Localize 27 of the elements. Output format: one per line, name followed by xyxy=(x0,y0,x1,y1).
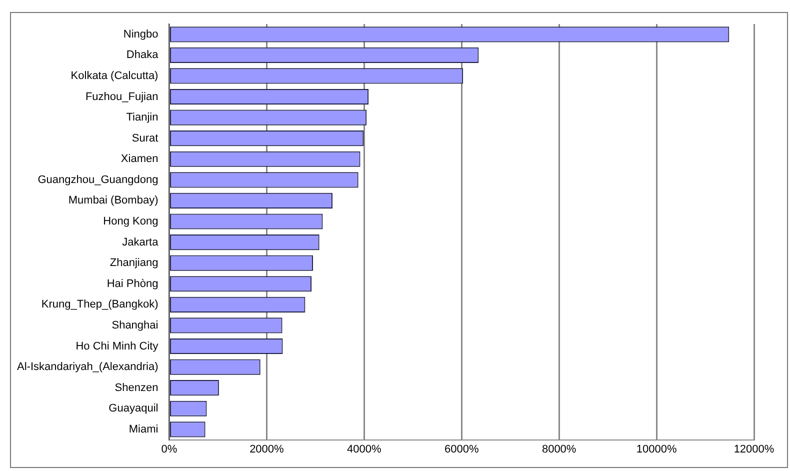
y-tick-label: Ho Chi Minh City xyxy=(76,340,159,352)
x-tick-label: 2000% xyxy=(250,443,284,456)
y-tick-label: Al-Iskandariyah_(Alexandria) xyxy=(17,361,158,374)
y-tick-label: Mumbai (Bombay) xyxy=(68,194,158,207)
y-tick-label: Shanghai xyxy=(112,319,158,332)
y-tick-label: Jakarta xyxy=(122,236,160,248)
y-tick-label: Guangzhou_Guangdong xyxy=(38,174,158,186)
x-tick-label: 6000% xyxy=(444,443,479,456)
x-tick-label: 8000% xyxy=(542,443,576,456)
x-tick-label: 4000% xyxy=(347,443,382,456)
y-tick-label: Hai Phòng xyxy=(106,278,158,290)
y-tick-label: Krung_Thep_(Bangkok) xyxy=(41,298,158,311)
x-tick-label: 12000% xyxy=(734,443,774,456)
y-tick-label: Ningbo xyxy=(123,28,158,40)
y-tick-label: Kolkata (Calcutta) xyxy=(70,70,158,82)
x-tick-label: 10000% xyxy=(636,443,677,456)
y-tick-label: Fuzhou_Fujian xyxy=(85,90,158,103)
y-tick-label: Dhaka xyxy=(126,49,160,62)
y-tick-label: Xiamen xyxy=(120,153,158,166)
y-tick-label: Miami xyxy=(128,423,158,436)
y-tick-label: Tianjin xyxy=(126,112,158,124)
y-tick-label: Shenzen xyxy=(114,382,158,394)
y-tick-label: Surat xyxy=(132,132,158,144)
y-tick-label: Zhanjiang xyxy=(110,257,158,270)
y-tick-label: Hong Kong xyxy=(103,216,158,228)
x-tick-label: 0% xyxy=(161,443,178,456)
y-tick-label: Guayaquil xyxy=(108,402,158,415)
